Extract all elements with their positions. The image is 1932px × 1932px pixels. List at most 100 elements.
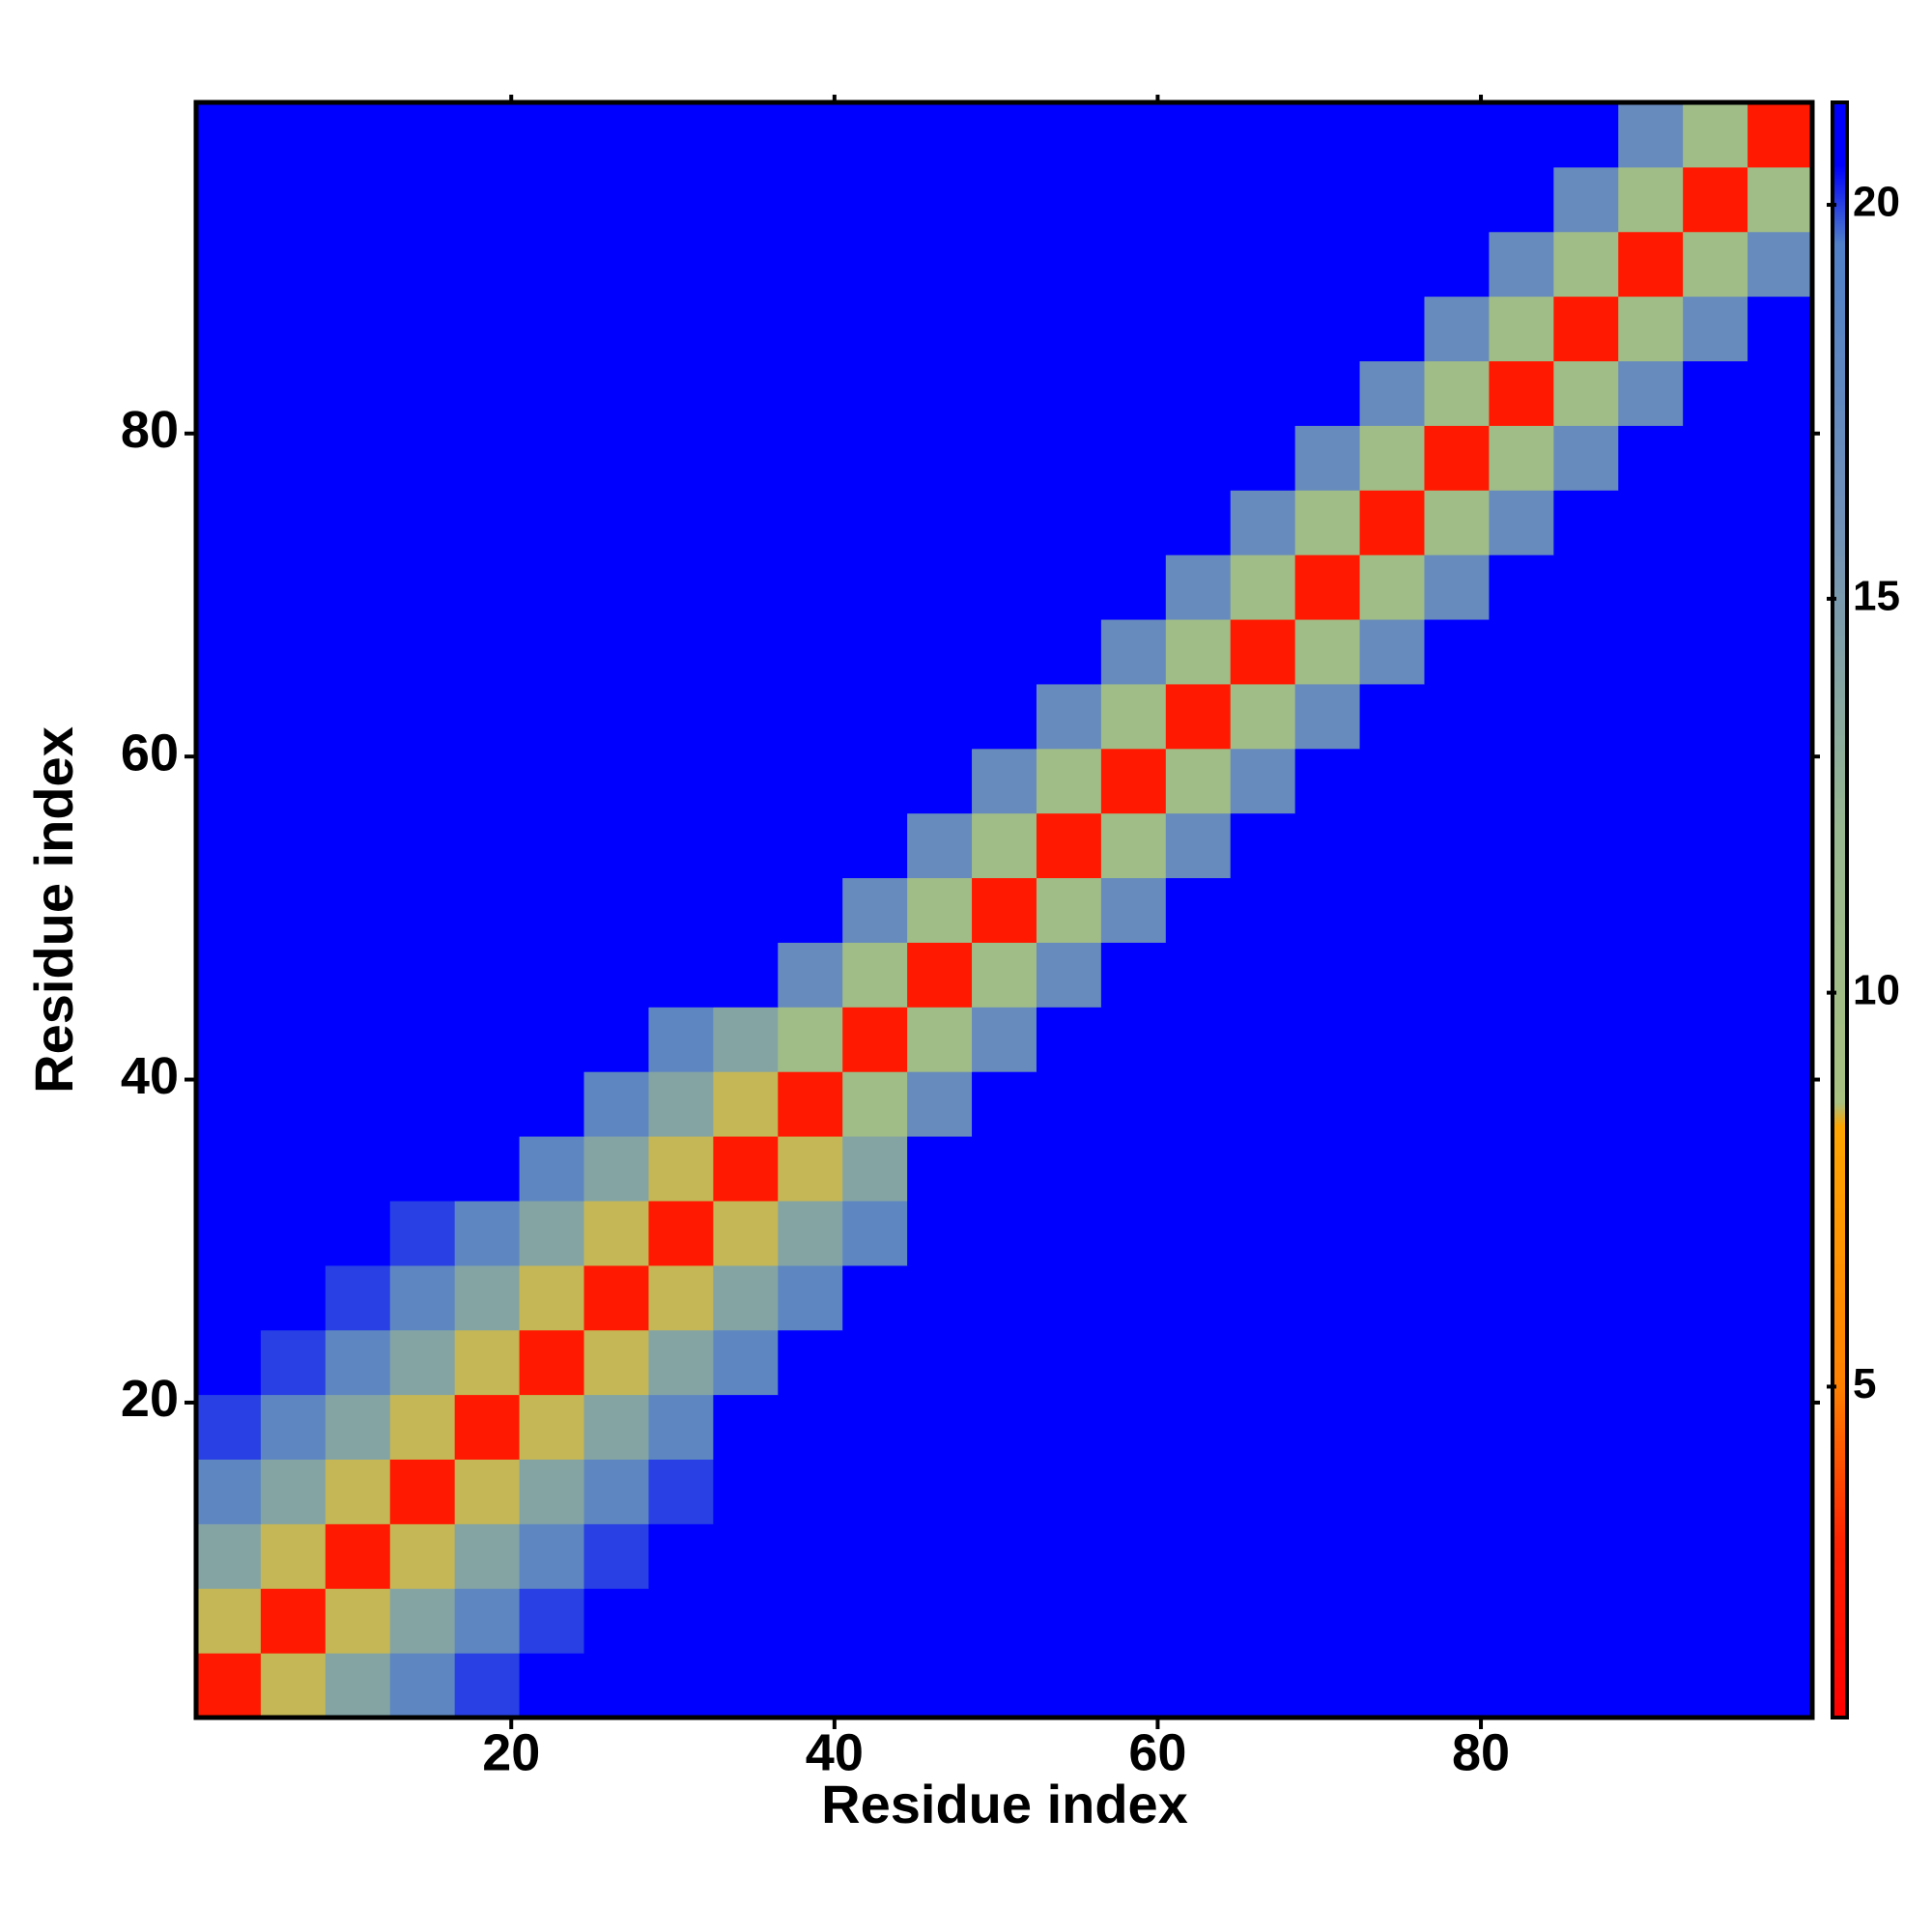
heatmap-cell — [1100, 748, 1167, 814]
heatmap-cell — [519, 490, 585, 555]
heatmap-cell — [1359, 490, 1425, 555]
heatmap-cell — [454, 1329, 521, 1396]
heatmap-cell — [778, 1459, 843, 1524]
heatmap-cell — [1230, 1007, 1296, 1072]
heatmap-cell — [1424, 1523, 1490, 1589]
heatmap-cell — [1294, 1264, 1361, 1331]
heatmap-cell — [1100, 1588, 1167, 1654]
heatmap-cell — [1683, 1007, 1748, 1072]
heatmap-cell — [1618, 942, 1684, 1008]
heatmap-cell — [648, 1007, 714, 1072]
heatmap-cell — [1230, 166, 1296, 233]
heatmap-cell — [1553, 1588, 1619, 1654]
heatmap-cell — [713, 812, 779, 879]
heatmap-cell — [454, 1071, 521, 1137]
heatmap-cell — [1683, 1588, 1748, 1654]
heatmap-cell — [196, 296, 262, 362]
heatmap-cell — [389, 748, 456, 814]
heatmap-cell — [1165, 554, 1232, 620]
heatmap-cell — [583, 554, 649, 620]
heatmap-cell — [1553, 1200, 1619, 1266]
heatmap-cell — [1553, 1394, 1619, 1460]
heatmap-cell — [713, 942, 779, 1008]
heatmap-cell — [583, 425, 649, 491]
heatmap-cell — [1489, 1459, 1554, 1524]
heatmap-cell — [1165, 1653, 1232, 1719]
heatmap-cell — [1489, 748, 1554, 814]
heatmap-cell — [389, 554, 456, 620]
heatmap-cell — [1230, 748, 1296, 814]
heatmap-cell — [1165, 1264, 1232, 1331]
heatmap-cell — [842, 102, 908, 168]
heatmap-cell — [1747, 1200, 1813, 1266]
heatmap-cell — [907, 942, 973, 1008]
heatmap-cell — [260, 1653, 327, 1719]
heatmap-cell — [1359, 1136, 1425, 1202]
heatmap-cell — [842, 360, 908, 426]
heatmap-cell — [389, 425, 456, 491]
heatmap-cell — [1165, 360, 1232, 426]
heatmap-cell — [260, 166, 327, 233]
heatmap-cell — [260, 1200, 327, 1266]
heatmap-cell — [389, 102, 456, 168]
heatmap-cell — [1618, 360, 1684, 426]
heatmap-cell — [648, 166, 714, 233]
heatmap-cell — [1424, 619, 1490, 685]
heatmap-cell — [583, 360, 649, 426]
heatmap-cell — [1618, 683, 1684, 750]
y-tick-label: 20 — [121, 1370, 179, 1428]
heatmap-cell — [972, 877, 1037, 943]
heatmap-cell — [1100, 877, 1167, 943]
heatmap-cell — [325, 1523, 391, 1589]
heatmap-cell — [713, 1200, 779, 1266]
heatmap-cell — [1165, 1394, 1232, 1460]
heatmap-cell — [260, 683, 327, 750]
heatmap-cell — [1100, 1459, 1167, 1524]
heatmap-cell — [907, 166, 973, 233]
heatmap-cell — [1683, 1329, 1748, 1396]
heatmap-cell — [1359, 554, 1425, 620]
heatmap-cell — [1036, 1007, 1102, 1072]
heatmap-cell — [1294, 1071, 1361, 1137]
heatmap-cell — [1100, 425, 1167, 491]
heatmap-cell — [907, 1007, 973, 1072]
heatmap-cell — [1230, 1136, 1296, 1202]
heatmap-cell — [778, 1523, 843, 1589]
heatmap-cell — [583, 942, 649, 1008]
heatmap-cell — [842, 1588, 908, 1654]
heatmap-cell — [648, 1200, 714, 1266]
heatmap-cell — [1553, 1071, 1619, 1137]
heatmap-cell — [519, 296, 585, 362]
heatmap-cell — [1683, 1653, 1748, 1719]
heatmap-cell — [1294, 1588, 1361, 1654]
heatmap-cell — [1294, 812, 1361, 879]
heatmap-cell — [1165, 942, 1232, 1008]
heatmap-cell — [1489, 360, 1554, 426]
heatmap-cell — [1165, 1588, 1232, 1654]
heatmap-cell — [907, 1394, 973, 1460]
heatmap-cell — [713, 231, 779, 298]
heatmap-cell — [1100, 1264, 1167, 1331]
heatmap-cell — [1489, 1200, 1554, 1266]
heatmap-cell — [1036, 748, 1102, 814]
y-tick-label: 60 — [121, 724, 179, 781]
heatmap-cell — [972, 683, 1037, 750]
heatmap-cell — [1230, 102, 1296, 168]
heatmap-cell — [583, 1264, 649, 1331]
heatmap-cell — [1100, 231, 1167, 298]
heatmap-cell — [1294, 1523, 1361, 1589]
heatmap-cell — [713, 1136, 779, 1202]
heatmap-cell — [1489, 1588, 1554, 1654]
heatmap-cell — [907, 877, 973, 943]
heatmap-cell — [1359, 296, 1425, 362]
heatmap-cell — [325, 619, 391, 685]
heatmap-cell — [842, 877, 908, 943]
plot-frame — [193, 99, 1815, 1720]
heatmap-cell — [1165, 748, 1232, 814]
heatmap-cell — [1294, 1394, 1361, 1460]
heatmap-cell — [583, 812, 649, 879]
heatmap-cell — [454, 1459, 521, 1524]
heatmap-cell — [778, 619, 843, 685]
heatmap-cell — [325, 683, 391, 750]
heatmap-cell — [196, 1007, 262, 1072]
